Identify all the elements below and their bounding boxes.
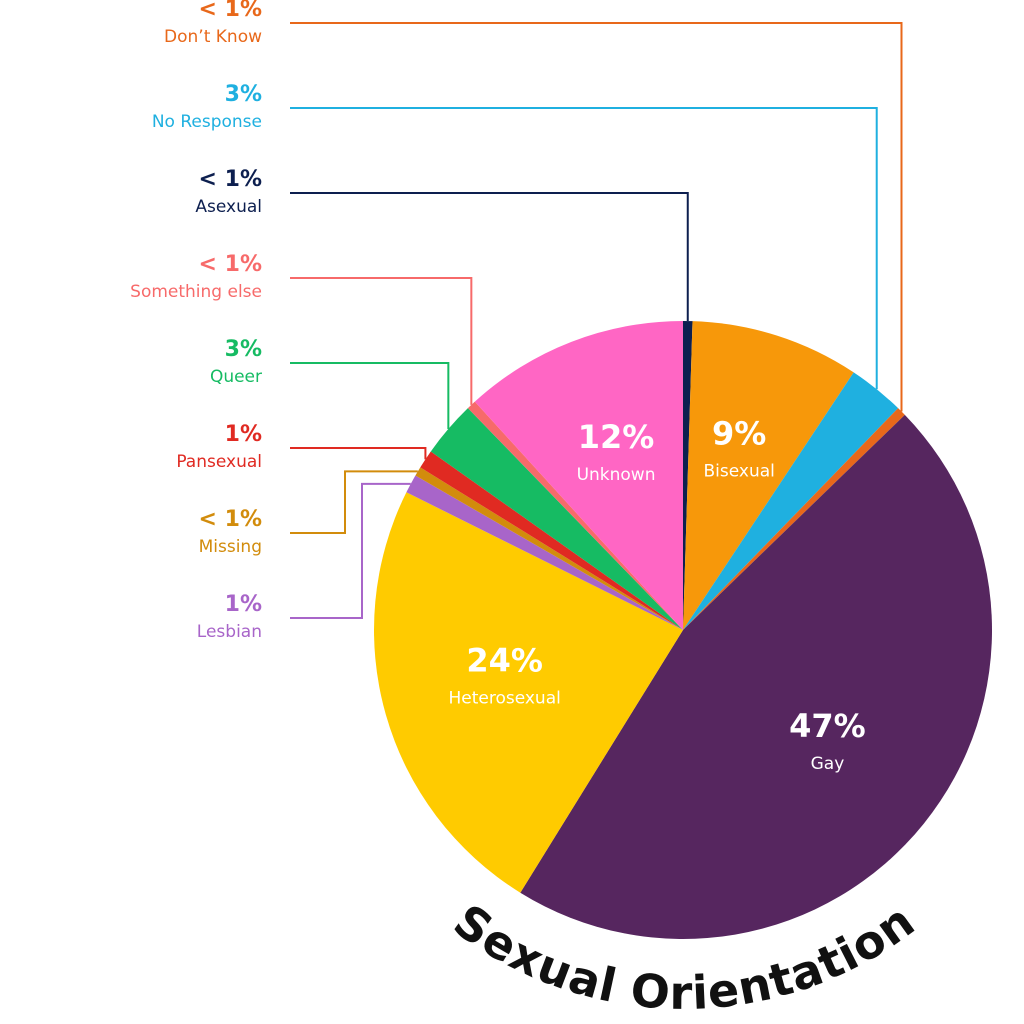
pie-slice	[683, 408, 905, 630]
slice-name-label: Bisexual	[704, 461, 775, 481]
slice-value-label: 9%	[712, 414, 766, 452]
callout-name-label: Pansexual	[176, 452, 262, 472]
callout-value-label: 1%	[225, 422, 262, 447]
leader-line	[290, 192, 689, 322]
callout-value-label: < 1%	[199, 167, 262, 192]
leader-line	[290, 277, 473, 405]
slice-value-label: 47%	[789, 707, 866, 745]
callout-name-label: Queer	[210, 367, 262, 387]
slice-value-label: 12%	[578, 418, 655, 456]
pie-slice	[683, 321, 854, 630]
slice-name-label: Heterosexual	[448, 689, 560, 709]
pie-slice	[420, 451, 683, 630]
callout-name-label: Missing	[199, 537, 262, 557]
callout-name-label: No Response	[152, 112, 262, 132]
leader-line	[290, 482, 411, 619]
slice-value-label: 24%	[466, 642, 543, 680]
pie-slice	[406, 475, 683, 630]
callout-value-label: 3%	[225, 82, 262, 107]
slice-name-label: Unknown	[577, 465, 656, 485]
callout-name-label: Asexual	[195, 197, 262, 217]
leader-line	[290, 107, 878, 390]
pie-slice	[474, 321, 683, 630]
callout-name-label: Lesbian	[197, 622, 262, 642]
pie-slice	[374, 492, 683, 893]
pie-slice	[430, 408, 683, 630]
callout-value-label: 3%	[225, 337, 262, 362]
pie-slice	[415, 467, 683, 630]
callout-name-label: Something else	[130, 282, 262, 302]
leader-line	[290, 22, 903, 412]
callout-value-label: 1%	[225, 592, 262, 617]
pie-slice	[467, 401, 683, 630]
callout-value-label: < 1%	[199, 252, 262, 277]
callout-value-label: < 1%	[199, 0, 262, 22]
leader-line	[290, 470, 418, 534]
leader-line	[290, 447, 427, 460]
slice-name-label: Gay	[811, 754, 845, 774]
leader-line	[290, 362, 450, 429]
pie-slice	[683, 321, 693, 630]
callout-value-label: < 1%	[199, 507, 262, 532]
callout-name-label: Don’t Know	[164, 27, 262, 47]
pie-slice	[520, 414, 992, 939]
pie-slice	[683, 372, 899, 630]
